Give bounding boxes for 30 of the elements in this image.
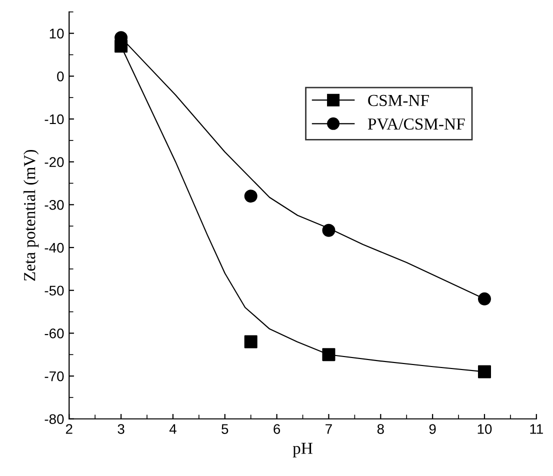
x-tick-label: 8 [377,424,384,434]
y-tick-label: -30 [44,200,64,210]
x-tick-label: 11 [530,424,543,434]
y-tick-label: -20 [44,157,64,168]
y-tick-label: -80 [44,414,64,424]
y-tick-label: -40 [44,242,64,253]
legend-label: CSM-NF [368,94,429,106]
point [244,335,258,348]
y-tick-label: 10 [50,28,64,38]
point [478,292,491,306]
x-tick-label: 7 [326,424,332,434]
y-tick-label: -70 [44,371,64,382]
y-axis-title: Zeta potential (mV) [24,150,39,281]
x-tick-label: 10 [478,424,492,434]
x-tick-label: 9 [429,424,436,434]
x-tick-label: 2 [66,424,72,434]
y-tick-label: -10 [44,114,64,124]
x-tick-label: 6 [274,424,280,434]
y-tick-label: 0 [57,71,64,82]
point [244,190,258,203]
point [478,365,491,378]
legend-label: PVA/CSM-NF [368,118,465,130]
y-tick-label: -50 [44,286,64,296]
x-tick-label: 3 [118,424,124,434]
x-tick-label: 4 [169,424,176,434]
x-axis-title: pH [292,442,312,458]
point [322,348,336,362]
y-tick-label: -60 [44,328,64,338]
x-tick-label: 5 [222,424,228,434]
point [322,224,336,237]
